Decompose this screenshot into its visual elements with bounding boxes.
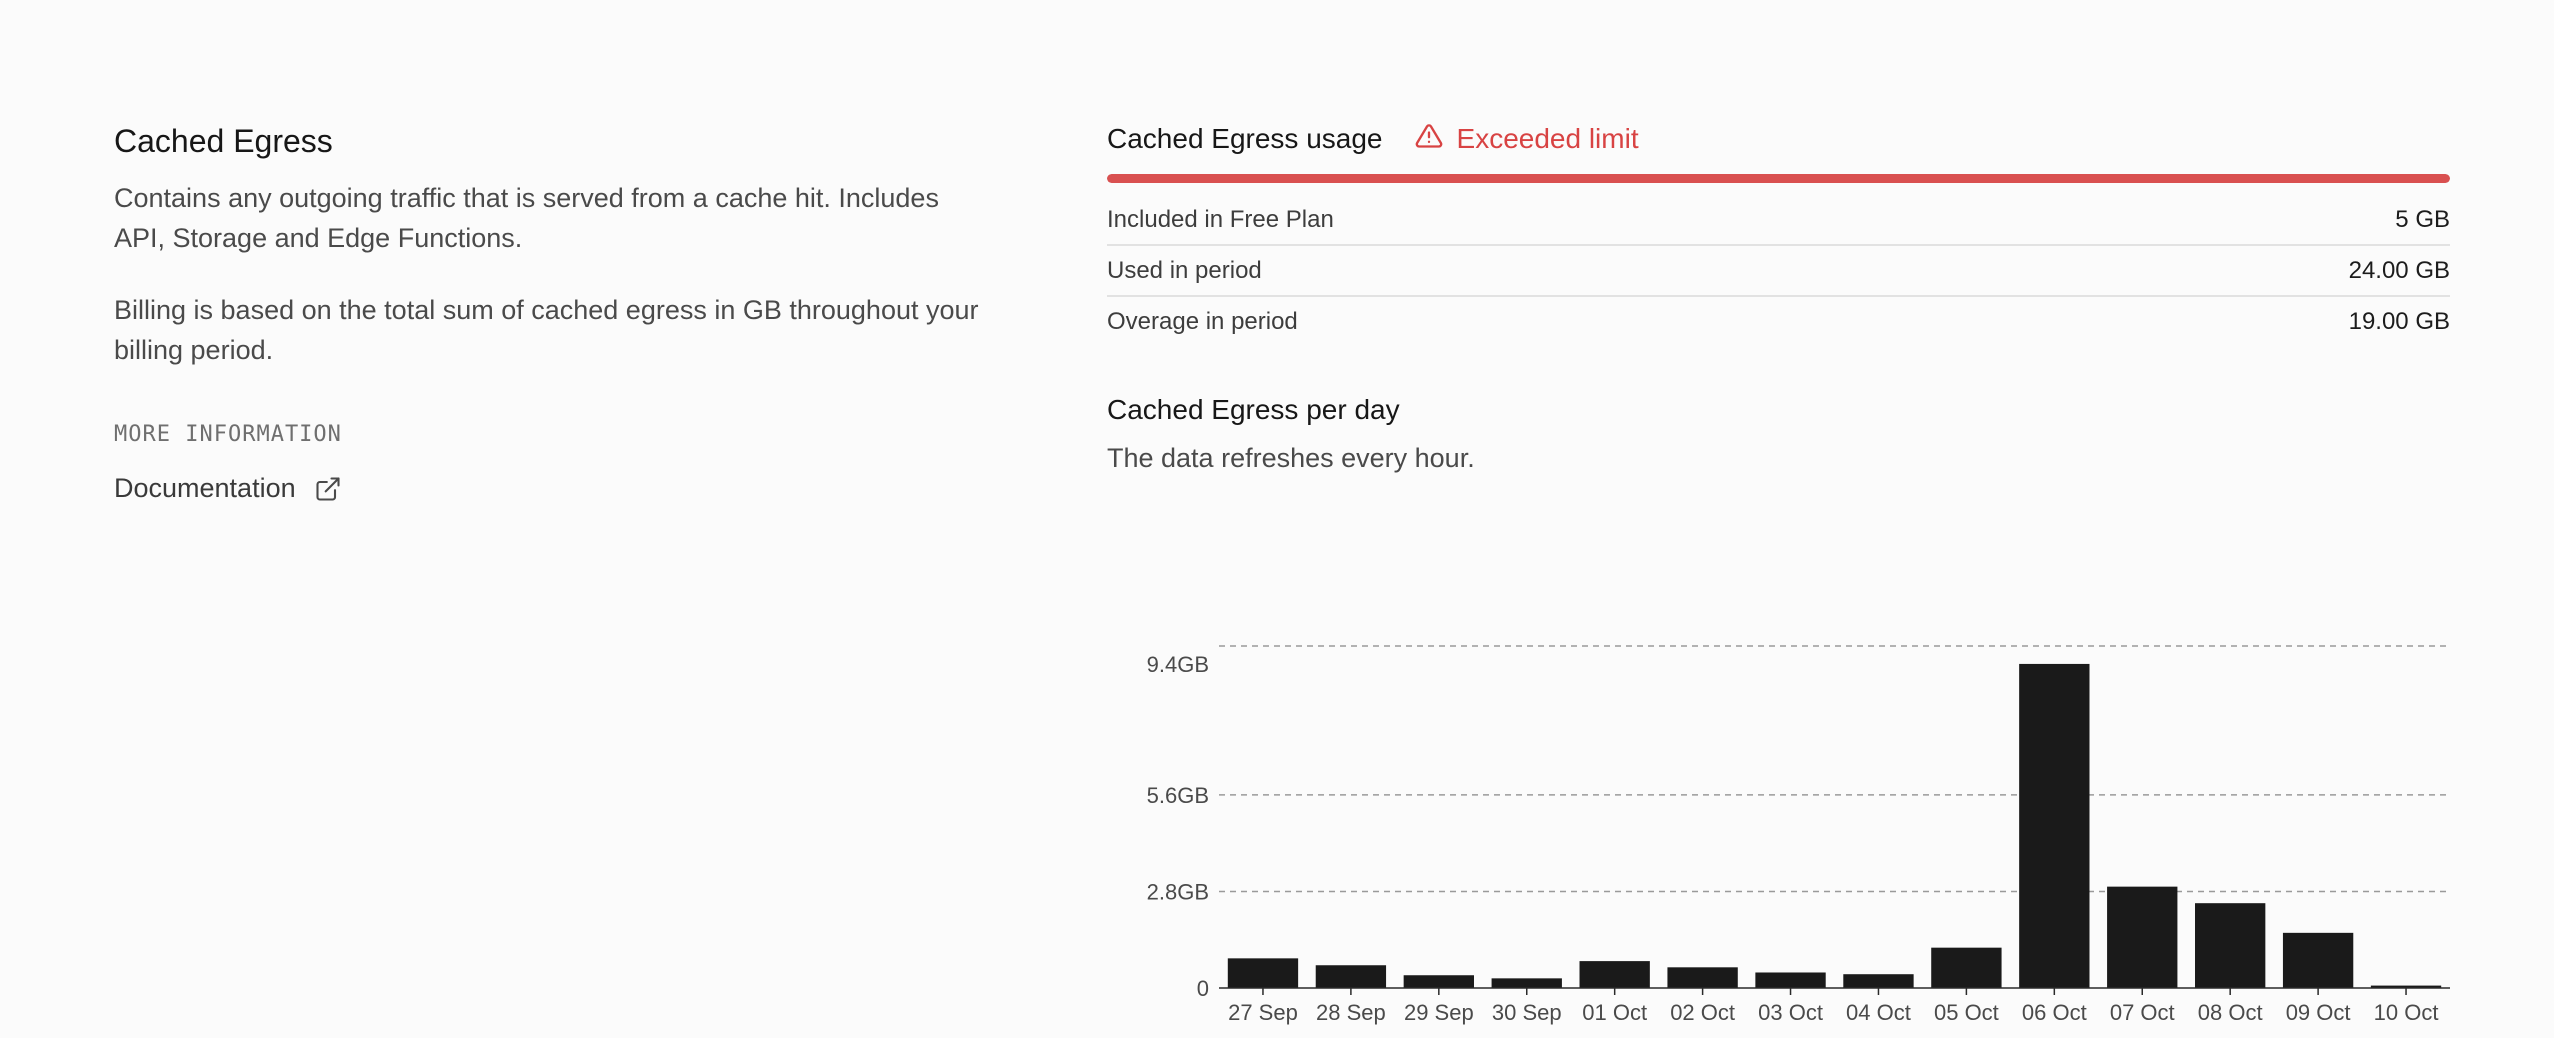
chart-bar[interactable] [2019,663,2090,988]
usage-title: Cached Egress usage [1107,123,1383,154]
chart-bar[interactable] [1227,958,1299,988]
section-description: Contains any outgoing traffic that is se… [114,183,939,253]
status-label: Exceeded limit [1456,123,1639,154]
chart-y-axis: 0 2.8GB 5.6GB 9.4GB [1147,652,1209,1001]
usage-header: Cached Egress usage Exceeded limit [1107,118,2450,160]
x-tick-label: 01 Oct [1582,1000,1647,1025]
status-badge: Exceeded limit [1415,122,1639,157]
section-title: Cached Egress [114,123,333,159]
usage-row-used: Used in period 24.00 GB [1107,246,2450,297]
usage-panel: Cached Egress usage Exceeded limit Inclu… [1107,118,2450,1025]
y-tick-label: 9.4GB [1147,652,1209,677]
billing-description: Billing is based on the total sum of cac… [114,295,979,365]
usage-table: Included in Free Plan 5 GB Used in perio… [1107,195,2450,346]
x-tick-label: 03 Oct [1758,1000,1823,1025]
usage-progress-bar [1107,174,2450,183]
x-tick-label: 10 Oct [2374,1000,2439,1025]
chart-bar[interactable] [1931,947,2002,988]
per-day-subtitle: The data refreshes every hour. [1107,443,1475,473]
x-tick-label: 27 Sep [1228,1000,1298,1025]
documentation-link[interactable]: Documentation [114,473,342,504]
usage-row-value: 19.00 GB [2348,307,2450,335]
y-tick-label: 5.6GB [1147,783,1209,808]
chart-bar[interactable] [1579,961,1650,988]
chart-bar[interactable] [1315,965,1387,988]
y-tick-label: 2.8GB [1147,879,1209,904]
chart-bar[interactable] [1755,972,1826,988]
x-tick-label: 29 Sep [1404,1000,1474,1025]
cached-egress-bar-chart: 0 2.8GB 5.6GB 9.4GB 27 Sep 28 Sep 29 Sep 30 Se… [1147,645,2450,1025]
warning-triangle-icon [1415,122,1443,157]
y-tick-label: 0 [1197,976,1209,1001]
usage-row-label: Overage in period [1107,307,1298,335]
chart-gridlines [1219,645,2450,893]
x-tick-label: 28 Sep [1316,1000,1386,1025]
more-information-heading: MORE INFORMATION [114,422,342,447]
usage-row-included: Included in Free Plan 5 GB [1107,195,2450,246]
chart-bar[interactable] [1667,967,1738,988]
external-link-icon [314,475,342,503]
usage-row-value: 5 GB [2395,205,2450,233]
chart-bar[interactable] [2195,903,2266,988]
x-tick-label: 06 Oct [2022,1000,2087,1025]
chart-bars [1227,663,2442,988]
chart-bar[interactable] [1491,978,1562,988]
chart-bar[interactable] [1843,974,1914,988]
x-tick-label: 05 Oct [1934,1000,1999,1025]
chart-bar[interactable] [2107,886,2178,988]
chart-bar[interactable] [2282,932,2354,988]
usage-row-overage: Overage in period 19.00 GB [1107,297,2450,346]
usage-row-label: Used in period [1107,256,1262,284]
usage-progress-fill [1107,174,2450,183]
per-day-title: Cached Egress per day [1107,394,1400,425]
x-tick-label: 30 Sep [1492,1000,1562,1025]
usage-row-label: Included in Free Plan [1107,205,1334,233]
x-tick-label: 02 Oct [1670,1000,1735,1025]
documentation-link-label: Documentation [114,473,296,503]
chart-x-axis: 27 Sep 28 Sep 29 Sep 30 Sep 01 Oct 02 Oct 03 O… [1219,987,2450,1025]
usage-row-value: 24.00 GB [2348,256,2450,284]
x-tick-label: 08 Oct [2198,1000,2263,1025]
chart-bar[interactable] [1403,975,1474,988]
x-tick-label: 09 Oct [2286,1000,2351,1025]
x-tick-label: 07 Oct [2110,1000,2175,1025]
info-panel: Cached Egress Contains any outgoing traf… [114,118,994,504]
x-tick-label: 04 Oct [1846,1000,1911,1025]
